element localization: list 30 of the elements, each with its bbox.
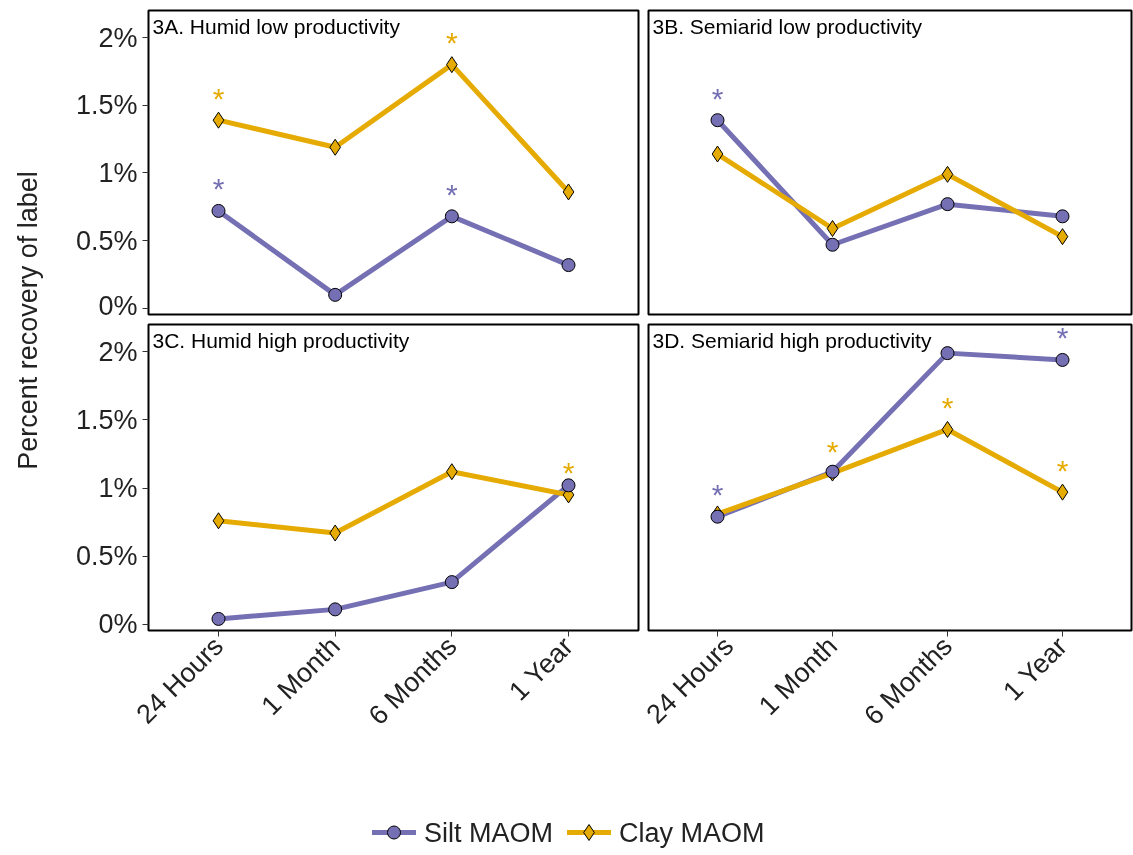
y-tick-label: 1% <box>98 473 138 504</box>
chart-title: 3B. Semiarid low productivity <box>652 14 923 38</box>
legend-label: Clay MAOM <box>619 817 765 848</box>
y-axis-title: Percent recovery of label <box>13 171 43 470</box>
chart-title: 3D. Semiarid high productivity <box>652 328 932 352</box>
annotation: * <box>446 177 458 211</box>
chart-title: 3C. Humid high productivity <box>152 328 410 352</box>
annotation: * <box>212 172 225 206</box>
annotation: * <box>212 81 225 115</box>
y-tick-label: 2% <box>98 336 138 367</box>
y-tick-label: 0% <box>98 290 138 321</box>
y-tick-label: 0.5% <box>75 225 138 256</box>
chart-title: 3A. Humid low productivity <box>152 14 401 38</box>
annotation: * <box>1056 453 1069 487</box>
y-tick-label: 1.5% <box>75 90 138 121</box>
legend-label: Silt MAOM <box>424 817 554 848</box>
y-tick-label: 0.5% <box>75 541 138 572</box>
annotation: * <box>446 26 458 60</box>
annotation: * <box>826 434 839 468</box>
annotation: * <box>711 478 724 512</box>
y-tick-label: 1% <box>98 157 138 188</box>
annotation: * <box>562 456 575 490</box>
x-tick-label: 1 Year <box>503 631 579 707</box>
annotation: * <box>711 81 724 115</box>
y-tick-label: 2% <box>98 22 138 53</box>
y-tick-label: 1.5% <box>75 404 138 435</box>
y-tick-label: 0% <box>98 609 138 640</box>
annotation: * <box>941 390 954 424</box>
annotation: * <box>1056 321 1069 355</box>
x-tick-label: 1 Year <box>997 631 1073 707</box>
